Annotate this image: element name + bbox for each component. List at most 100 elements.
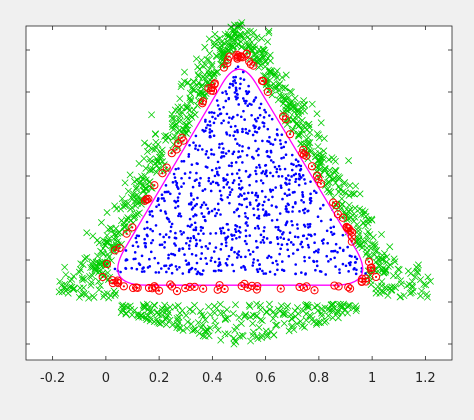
boundary-point-ring bbox=[307, 162, 317, 171]
boundary-point-center bbox=[240, 284, 243, 288]
inside-point bbox=[149, 250, 153, 254]
outside-point bbox=[321, 318, 328, 326]
inside-point bbox=[295, 164, 298, 168]
inside-point bbox=[275, 170, 278, 174]
outside-point bbox=[327, 188, 335, 196]
outside-point bbox=[373, 253, 381, 261]
inside-point bbox=[257, 127, 261, 130]
inside-point bbox=[158, 232, 162, 236]
outside-point bbox=[256, 302, 264, 309]
inside-point bbox=[277, 164, 281, 168]
inside-point bbox=[291, 223, 294, 227]
outside-point bbox=[330, 175, 338, 183]
boundary-point-ring bbox=[181, 284, 190, 293]
inside-point bbox=[235, 92, 239, 96]
boundary-point-center bbox=[211, 89, 215, 92]
inside-point bbox=[268, 270, 272, 274]
inside-point bbox=[298, 210, 301, 213]
outside-point bbox=[176, 95, 184, 103]
inside-point bbox=[294, 172, 298, 176]
outside-point bbox=[245, 301, 253, 309]
outside-point bbox=[190, 106, 198, 114]
outside-point bbox=[174, 321, 182, 329]
inside-point bbox=[284, 207, 288, 211]
x-axis-ticks: -0.2 0 0.2 0.4 0.6 0.8 1 1.2 bbox=[40, 26, 436, 386]
inside-point bbox=[277, 228, 280, 231]
outside-point bbox=[369, 233, 377, 241]
inside-point bbox=[255, 149, 258, 153]
outside-point bbox=[78, 274, 86, 282]
inside-point bbox=[210, 129, 214, 133]
boundary-point-ring bbox=[295, 282, 304, 292]
inside-point bbox=[258, 106, 261, 110]
inside-point bbox=[294, 180, 297, 184]
outside-point bbox=[268, 91, 276, 99]
inside-point bbox=[279, 186, 283, 189]
inside-point bbox=[273, 165, 277, 169]
outside-point bbox=[249, 319, 257, 327]
outside-point bbox=[235, 313, 243, 321]
outside-point bbox=[246, 302, 254, 310]
inside-point bbox=[243, 118, 246, 121]
inside-point bbox=[320, 219, 323, 223]
outside-point bbox=[341, 189, 349, 197]
outside-point bbox=[155, 165, 163, 172]
outside-point bbox=[152, 143, 160, 151]
inside-point bbox=[306, 243, 310, 247]
x-tick-label: -0.2 bbox=[40, 371, 65, 386]
outside-point bbox=[89, 258, 97, 266]
outside-point bbox=[382, 285, 390, 293]
inside-point bbox=[163, 240, 167, 244]
outside-point bbox=[406, 289, 414, 297]
inside-point bbox=[330, 230, 333, 234]
inside-point bbox=[262, 235, 266, 239]
inside-point bbox=[188, 217, 192, 221]
inside-point bbox=[235, 256, 239, 259]
inside-point bbox=[240, 203, 244, 207]
inside-point bbox=[194, 254, 198, 257]
outside-point bbox=[191, 111, 199, 119]
outside-point bbox=[363, 244, 371, 252]
inside-point bbox=[207, 156, 210, 159]
outside-point bbox=[104, 250, 112, 258]
inside-point bbox=[229, 125, 233, 129]
inside-point bbox=[281, 232, 284, 236]
inside-point bbox=[247, 146, 251, 150]
inside-point bbox=[244, 234, 248, 238]
inside-point bbox=[264, 272, 268, 275]
inside-point bbox=[207, 179, 210, 183]
outside-point bbox=[174, 128, 182, 136]
inside-point bbox=[204, 126, 208, 130]
outside-point bbox=[111, 202, 119, 210]
inside-point bbox=[237, 183, 241, 186]
inside-point bbox=[220, 121, 223, 125]
outside-point bbox=[182, 129, 190, 137]
inside-point bbox=[113, 267, 117, 271]
outside-point bbox=[169, 126, 177, 134]
outside-point bbox=[202, 61, 210, 69]
inside-point bbox=[309, 233, 312, 237]
inside-point bbox=[208, 131, 212, 134]
outside-point bbox=[304, 134, 312, 142]
inside-point bbox=[208, 111, 211, 114]
inside-point bbox=[316, 215, 320, 219]
boundary-point-center bbox=[241, 56, 244, 59]
inside-point bbox=[342, 249, 345, 253]
inside-point bbox=[291, 191, 295, 194]
outside-point bbox=[146, 155, 154, 163]
outside-point bbox=[305, 304, 313, 312]
outside-point bbox=[252, 312, 260, 320]
inside-point bbox=[353, 266, 356, 270]
boundary-point-center bbox=[175, 148, 178, 151]
outside-point bbox=[257, 62, 265, 69]
outside-point bbox=[194, 71, 202, 79]
inside-point bbox=[133, 251, 137, 254]
inside-point bbox=[220, 231, 223, 235]
inside-point bbox=[302, 234, 306, 237]
outside-point bbox=[234, 40, 242, 48]
inside-point bbox=[245, 221, 248, 224]
inside-point bbox=[275, 167, 279, 171]
inside-point bbox=[288, 231, 292, 235]
outside-point bbox=[79, 276, 86, 284]
inside-point bbox=[219, 229, 223, 233]
